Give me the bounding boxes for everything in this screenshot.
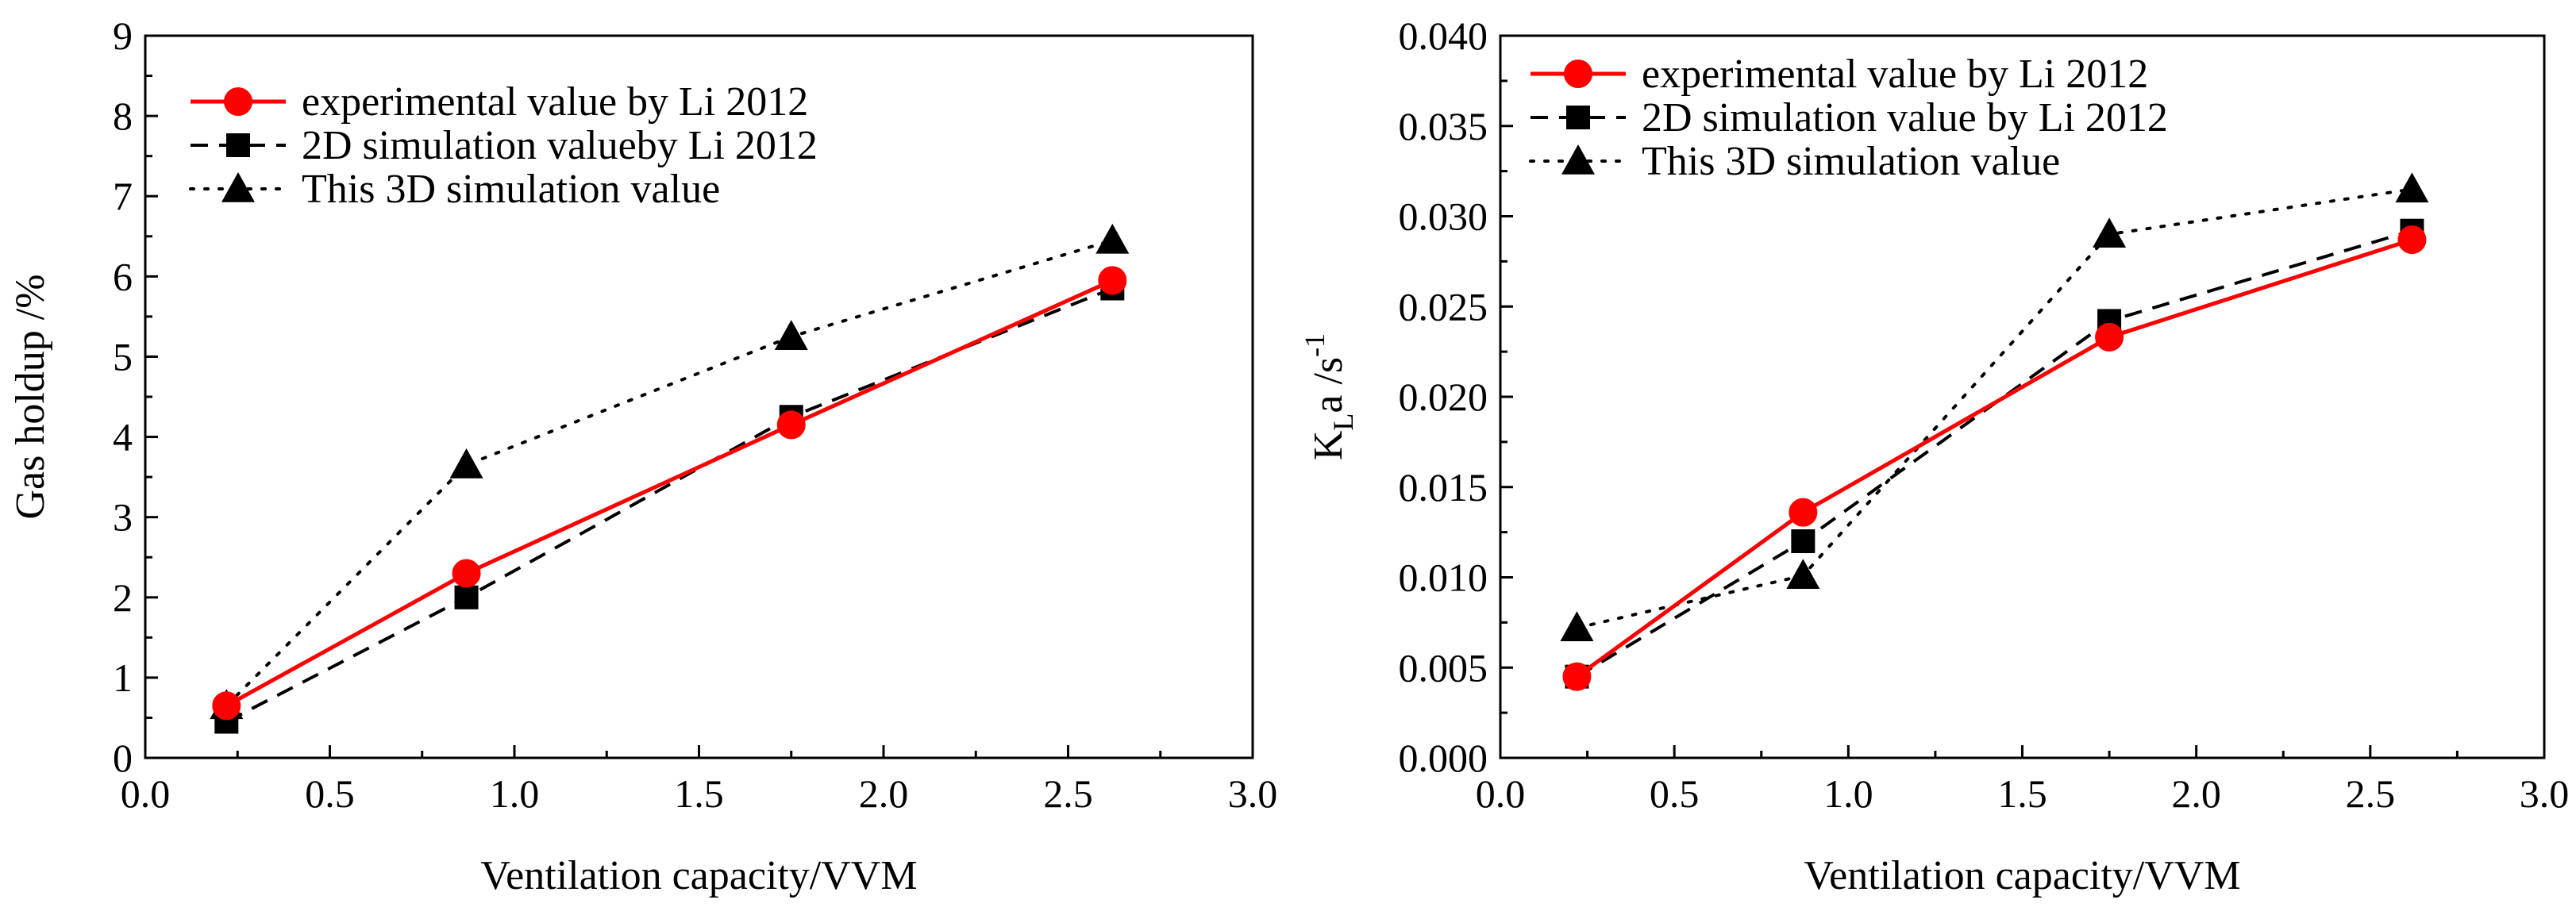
chart-gas-holdup: 0.0 0.5 1.0 1.5 2.0 2.5 3.0 0 1 2 3 4 5 6 7 8 9 Ventilati…: [8, 13, 1277, 898]
x-tick-label: 3.0: [1228, 771, 1278, 816]
y-axis-title-unit: a /s: [1306, 357, 1351, 413]
legend-marker-triangle: [1561, 144, 1595, 175]
y-tick-label: 0.035: [1399, 104, 1488, 148]
chart-kla: 0.0 0.5 1.0 1.5 2.0 2.5 3.0 0.000 0.005 0.010 0.01…: [1299, 13, 2569, 898]
data-point-circle: [776, 410, 806, 440]
series-circle: [212, 266, 1127, 721]
y-tick-label: 6: [113, 254, 133, 298]
series-line: [1575, 187, 2414, 630]
y-axis-title-subscript: L: [1327, 413, 1359, 431]
y-tick-label: 0.005: [1399, 645, 1488, 690]
x-tick-label: 1.5: [674, 771, 724, 816]
y-tick-label: 3: [113, 495, 133, 540]
data-point-circle: [212, 691, 241, 721]
x-tick-label: 2.5: [2346, 771, 2396, 816]
y-tick-label: 7: [113, 174, 133, 218]
legend-label: experimental value by Li 2012: [302, 79, 808, 125]
y-tick-label: 8: [113, 94, 133, 138]
legend-marker-triangle: [221, 172, 255, 202]
series-circle: [1562, 225, 2427, 691]
data-point-circle: [1098, 266, 1127, 295]
series-triangle: [1560, 172, 2429, 641]
x-tick-label: 0.5: [1650, 771, 1700, 816]
data-point-triangle: [1095, 223, 1130, 254]
series-line: [225, 238, 1115, 708]
legend-label: This 3D simulation value: [1642, 139, 2060, 184]
series-line: [1575, 237, 2413, 679]
legend-marker-circle: [224, 87, 252, 116]
data-point-triangle: [1786, 559, 1820, 590]
data-point-circle: [1789, 498, 1818, 527]
series-line: [1576, 229, 2413, 679]
series-line: [225, 286, 1114, 724]
y-tick-label: 0.020: [1399, 375, 1488, 419]
data-point-square: [1791, 529, 1816, 553]
legend-label: 2D simulation value by Li 2012: [1642, 95, 2168, 140]
y-tick-label: 0.010: [1399, 556, 1488, 600]
legend-label: 2D simulation valueby Li 2012: [302, 123, 818, 168]
y-tick-label: 4: [113, 415, 133, 459]
data-point-circle: [2397, 225, 2427, 255]
y-axis-title-superscript: -1: [1299, 333, 1330, 357]
legend-marker-square: [226, 133, 250, 157]
y-axis-title-main: K: [1306, 430, 1351, 460]
data-point-circle: [452, 559, 481, 588]
x-tick-label: 0.0: [121, 771, 171, 816]
x-tick-label: 2.0: [859, 771, 909, 816]
series-triangle: [210, 223, 1130, 720]
y-tick-label: 0.025: [1399, 284, 1488, 329]
x-tick-label: 3.0: [2520, 771, 2570, 816]
data-point-circle: [2095, 322, 2124, 352]
legend-marker-square: [1566, 106, 1590, 129]
x-tick-label: 0.5: [305, 771, 355, 816]
y-tick-label: 2: [113, 575, 133, 620]
y-tick-label: 0.015: [1399, 465, 1488, 509]
x-tick-label: 1.0: [1823, 771, 1873, 816]
x-tick-label: 2.5: [1043, 771, 1093, 816]
y-tick-label: 9: [113, 13, 133, 58]
y-tick-label: 0: [113, 736, 133, 780]
y-tick-label: 0.040: [1399, 13, 1488, 58]
y-axis-title: Gas holdup /%: [8, 274, 53, 519]
legend-marker-circle: [1564, 60, 1592, 88]
data-point-triangle: [774, 320, 808, 350]
data-point-square: [454, 585, 479, 609]
series-line: [225, 279, 1114, 708]
series-square: [214, 276, 1125, 734]
y-tick-label: 5: [113, 334, 133, 379]
x-tick-label: 0.0: [1476, 771, 1526, 816]
data-point-triangle: [2093, 217, 2127, 248]
series-square: [1565, 218, 2424, 689]
y-axis-title: KLa /s-1: [1299, 333, 1359, 460]
data-point-triangle: [2395, 172, 2429, 203]
x-axis-title: Ventilation capacity/VVM: [1804, 853, 2240, 898]
data-point-triangle: [449, 448, 483, 479]
data-point-circle: [1562, 662, 1592, 691]
x-tick-label: 2.0: [2171, 771, 2221, 816]
x-tick-label: 1.5: [1997, 771, 2047, 816]
legend-label: experimental value by Li 2012: [1642, 52, 2148, 97]
y-tick-label: 1: [113, 655, 133, 700]
data-point-triangle: [1560, 611, 1594, 641]
x-axis-title: Ventilation capacity/VVM: [480, 853, 917, 898]
legend-label: This 3D simulation value: [302, 167, 720, 212]
y-tick-label: 0.030: [1399, 194, 1488, 239]
x-tick-label: 1.0: [490, 771, 540, 816]
y-tick-label: 0.000: [1399, 736, 1488, 780]
